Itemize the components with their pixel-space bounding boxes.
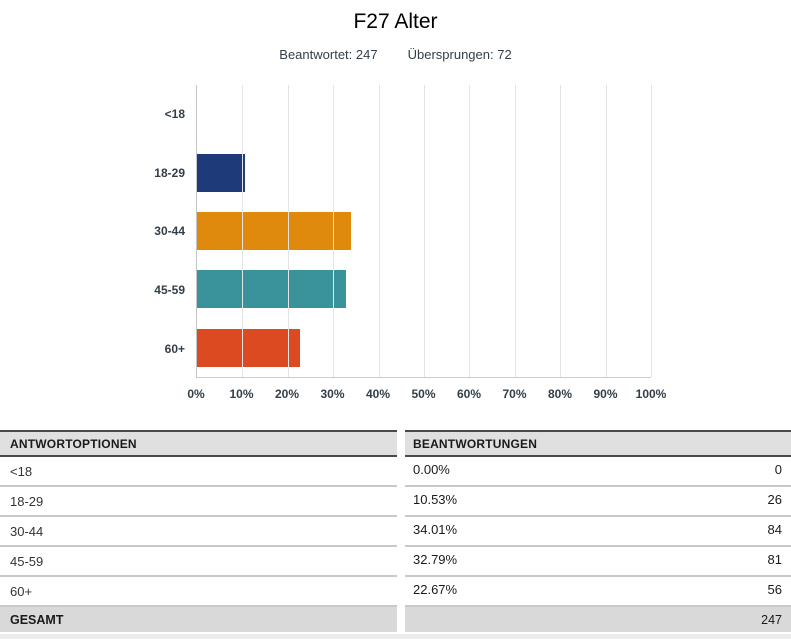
answer-percent: 10.53%: [413, 492, 458, 507]
table-row: 60+ 22.67% 56: [0, 577, 791, 607]
plot-area: [196, 85, 652, 378]
header-responses: BEANTWORTUNGEN: [405, 430, 791, 457]
table-row: <18 0.00% 0: [0, 457, 791, 487]
answer-option-cell: 60+: [0, 577, 397, 607]
header-answer-options: ANTWORTOPTIONEN: [0, 430, 397, 457]
answer-option-cell: 45-59: [0, 547, 397, 577]
gridline: [242, 85, 244, 377]
bar-45-59: [197, 270, 346, 309]
answer-count: 81: [767, 552, 782, 567]
bar-60+: [197, 328, 300, 367]
bar-18-29: [197, 153, 245, 192]
bar-series: [197, 85, 651, 377]
response-cell: 10.53% 26: [405, 487, 791, 517]
category-label: <18: [164, 107, 185, 122]
column-gap: [397, 577, 405, 607]
answer-count: 0: [774, 462, 782, 477]
skipped-label: Übersprungen:: [407, 47, 494, 62]
gridline: [469, 85, 471, 377]
horizontal-bar-chart: <18 18-29 30-44 45-59 60+: [0, 85, 791, 378]
response-cell: 32.79% 81: [405, 547, 791, 577]
x-tick-label: 70%: [502, 387, 527, 401]
table-body: <18 0.00% 0 18-29 10.53% 26 30-44 34.01%…: [0, 457, 791, 607]
total-count: 247: [405, 607, 791, 632]
x-tick-label: 50%: [411, 387, 436, 401]
x-tick-label: 90%: [593, 387, 618, 401]
response-cell: 0.00% 0: [405, 457, 791, 487]
bottom-strip: [0, 634, 791, 639]
bar-row: [197, 202, 651, 260]
answer-percent: 32.79%: [413, 552, 458, 567]
gridline: [514, 85, 516, 377]
response-cell: 22.67% 56: [405, 577, 791, 607]
results-table: ANTWORTOPTIONEN BEANTWORTUNGEN <18 0.00%…: [0, 430, 791, 639]
x-tick-label: 0%: [187, 387, 205, 401]
bar-row: [197, 260, 651, 318]
skipped-value: 72: [497, 47, 512, 62]
column-gap: [397, 547, 405, 577]
page-title: F27 Alter: [353, 10, 438, 33]
answer-option-label: 60+: [10, 584, 33, 599]
column-gap: [397, 487, 405, 517]
answered-stat: Beantwortet: 247: [279, 47, 377, 63]
bar-row: [197, 143, 651, 201]
gridline: [378, 85, 380, 377]
x-tick-label: 40%: [365, 387, 391, 401]
gridline: [424, 85, 425, 377]
answer-count: 84: [767, 522, 782, 537]
table-header-row: ANTWORTOPTIONEN BEANTWORTUNGEN: [0, 430, 791, 457]
answer-percent: 0.00%: [413, 462, 450, 477]
gridline: [651, 85, 652, 377]
response-cell: 34.01% 84: [405, 517, 791, 547]
total-row: GESAMT 247: [0, 607, 791, 632]
answer-option-cell: <18: [0, 457, 397, 487]
answer-option-label: 30-44: [10, 524, 44, 539]
gridline: [333, 85, 335, 377]
answer-percent: 22.67%: [413, 582, 458, 597]
answer-option-cell: 18-29: [0, 487, 397, 517]
answer-percent: 34.01%: [413, 522, 458, 537]
answered-label: Beantwortet:: [279, 47, 353, 62]
gridline: [605, 85, 607, 377]
answer-option-label: 45-59: [10, 554, 44, 569]
category-label: 18-29: [154, 165, 185, 180]
column-gap: [397, 457, 405, 487]
answered-value: 247: [355, 47, 378, 62]
x-axis: 0% 10% 20% 30% 40% 50% 60% 70% 80% 90% 100%: [187, 387, 666, 403]
column-gap: [397, 607, 405, 632]
gridline: [287, 85, 289, 377]
x-tick-label: 10%: [229, 387, 254, 401]
table-row: 30-44 34.01% 84: [0, 517, 791, 547]
category-label: 45-59: [154, 283, 185, 298]
x-tick-label: 60%: [456, 387, 482, 401]
x-tick-label: 80%: [547, 387, 573, 401]
category-label: 30-44: [154, 224, 185, 239]
answer-count: 56: [767, 582, 782, 597]
column-gap: [397, 517, 405, 547]
table-row: 18-29 10.53% 26: [0, 487, 791, 517]
category-label: 60+: [164, 341, 185, 356]
x-tick-label: 20%: [274, 387, 300, 401]
answer-count: 26: [767, 492, 782, 507]
skipped-stat: Übersprungen: 72: [408, 47, 512, 63]
x-tick-label: 100%: [635, 387, 667, 401]
bar-row: [197, 319, 651, 377]
category-axis: <18 18-29 30-44 45-59 60+: [0, 85, 196, 378]
answer-option-label: <18: [10, 464, 33, 479]
answer-option-label: 18-29: [10, 494, 44, 509]
total-label: GESAMT: [0, 607, 397, 632]
column-gap: [397, 430, 405, 457]
response-stats: Beantwortet: 247 Übersprungen: 72: [0, 47, 791, 63]
table-row: 45-59 32.79% 81: [0, 547, 791, 577]
answer-option-cell: 30-44: [0, 517, 397, 547]
bar-30-44: [197, 212, 352, 251]
gridline: [560, 85, 562, 377]
x-tick-label: 30%: [320, 387, 345, 401]
